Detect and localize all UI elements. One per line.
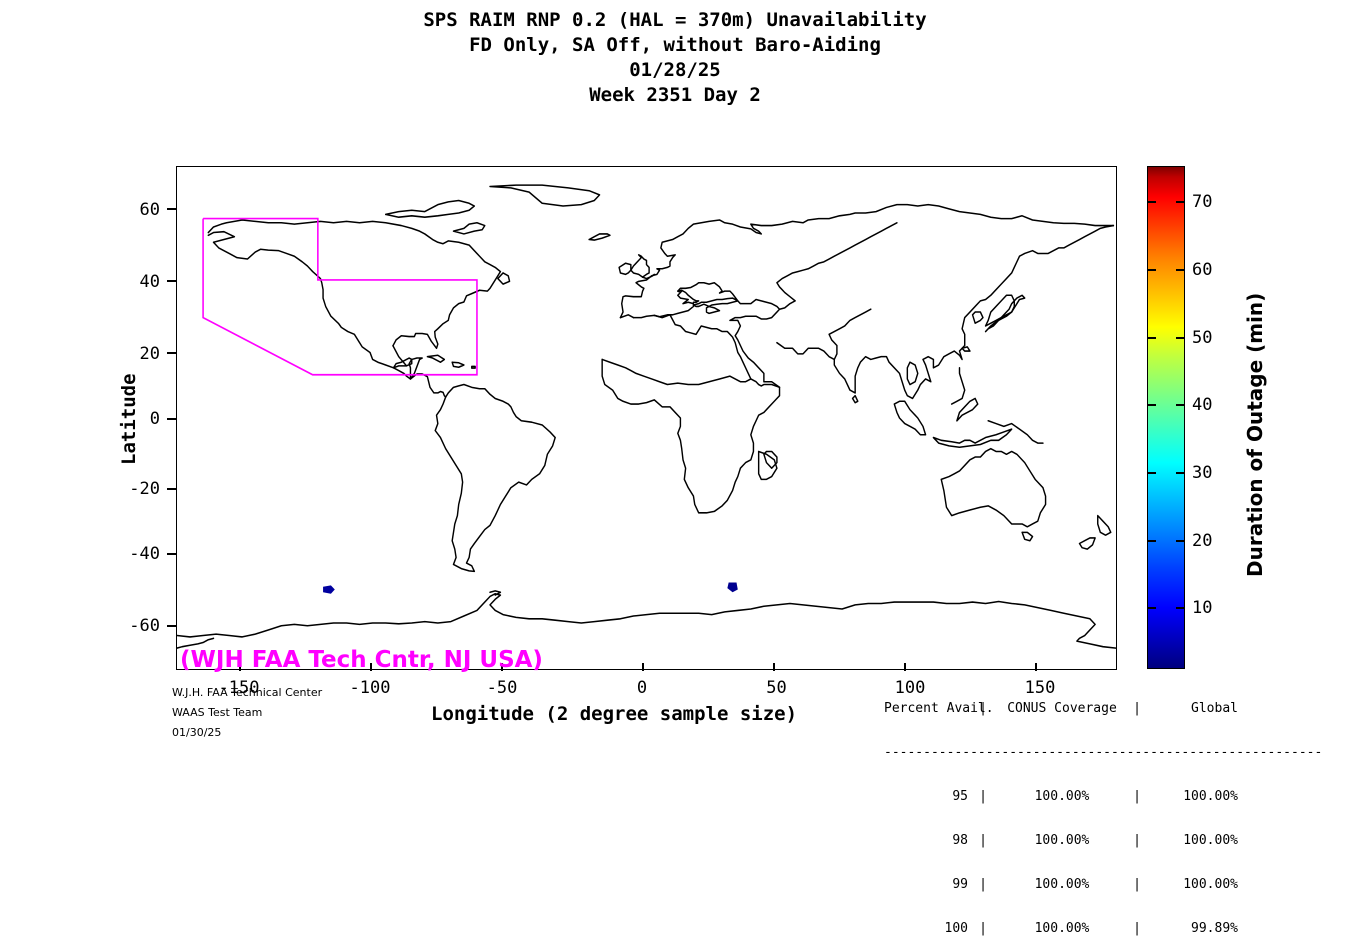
- y-tickmark: [167, 625, 177, 627]
- colorbar: [1147, 166, 1185, 669]
- table-row: 98 | 100.00% | 100.00%: [884, 833, 1322, 848]
- y-tick-label: -20: [129, 479, 160, 499]
- x-tick-label: 0: [636, 678, 648, 698]
- colorbar-tick-label: 60: [1192, 260, 1213, 280]
- outage-cells: [323, 582, 738, 594]
- x-tickmark: [773, 663, 775, 671]
- cell-global: 100.00%: [1183, 877, 1238, 892]
- colorbar-tickmark: [1176, 201, 1185, 203]
- cell-conus: 100.00%: [1034, 789, 1090, 804]
- y-tick-label: -60: [129, 616, 160, 636]
- cell-conus: 100.00%: [1034, 921, 1090, 936]
- cell-sep1: |: [979, 789, 987, 804]
- colorbar-tickmark: [1176, 404, 1185, 406]
- stats-table-header: Percent Avail.| CONUS Coverage | Global: [884, 701, 1322, 716]
- coverage-polygon: [202, 217, 478, 376]
- chart-title-block: SPS RAIM RNP 0.2 (HAL = 370m) Unavailabi…: [0, 8, 1350, 108]
- cell-global: 99.89%: [1191, 921, 1238, 936]
- title-line-3: 01/28/25: [629, 59, 721, 81]
- credits-block: W.J.H. FAA Technical Center WAAS Test Te…: [172, 683, 322, 743]
- cell-sep2: |: [1133, 921, 1141, 936]
- cell-sep2: |: [1133, 877, 1141, 892]
- x-tick-label: -100: [349, 678, 391, 698]
- cell-sep2: |: [1133, 833, 1141, 848]
- watermark-text: (WJH FAA Tech Cntr, NJ USA): [180, 647, 543, 673]
- coastlines: [177, 184, 1116, 649]
- table-row: 100 | 100.00% | 99.89%: [884, 921, 1322, 936]
- colorbar-tick-label: 20: [1192, 531, 1213, 551]
- colorbar-tickmark: [1176, 269, 1185, 271]
- stats-header-sep1: |: [979, 701, 987, 716]
- y-tickmark: [167, 352, 177, 354]
- y-tickmark: [167, 208, 177, 210]
- colorbar-tickmark: [1176, 337, 1185, 339]
- colorbar-tick-label: 30: [1192, 463, 1213, 483]
- colorbar-tick-label: 50: [1192, 328, 1213, 348]
- colorbar-tickmark: [1147, 540, 1156, 542]
- y-tick-label: 40: [139, 272, 160, 292]
- cell-sep1: |: [979, 877, 987, 892]
- cell-avail: 98: [952, 833, 968, 848]
- cell-global: 100.00%: [1183, 789, 1238, 804]
- cell-sep2: |: [1133, 789, 1141, 804]
- world-map: [177, 184, 1116, 649]
- colorbar-tickmark: [1147, 607, 1156, 609]
- colorbar-tick-label: 70: [1192, 192, 1213, 212]
- y-tick-label: 60: [139, 200, 160, 220]
- x-tickmark: [904, 663, 906, 671]
- cell-sep1: |: [979, 921, 987, 936]
- stats-header-avail: Percent Avail.: [884, 701, 994, 716]
- cell-avail: 100: [944, 921, 968, 936]
- stats-table: Percent Avail.| CONUS Coverage | Global ---…: [884, 681, 1322, 945]
- colorbar-tickmark: [1147, 201, 1156, 203]
- table-row: 95 | 100.00% | 100.00%: [884, 789, 1322, 804]
- x-tickmark: [239, 663, 241, 671]
- stats-header-global: Global: [1191, 701, 1238, 716]
- credits-line-1: W.J.H. FAA Technical Center: [172, 686, 323, 699]
- title-line-1: SPS RAIM RNP 0.2 (HAL = 370m) Unavailabi…: [423, 9, 927, 31]
- colorbar-tick-label: 10: [1192, 598, 1213, 618]
- colorbar-tick-label: 40: [1192, 395, 1213, 415]
- y-tick-label: 20: [139, 344, 160, 364]
- title-line-2: FD Only, SA Off, without Baro-Aiding: [469, 34, 881, 56]
- x-tick-label: 50: [766, 678, 787, 698]
- cell-conus: 100.00%: [1034, 877, 1090, 892]
- title-line-4: Week 2351 Day 2: [589, 84, 761, 106]
- credits-line-2: WAAS Test Team: [172, 706, 263, 719]
- x-tickmark: [1035, 663, 1037, 671]
- y-tick-label: 0: [149, 409, 160, 429]
- colorbar-tickmark: [1176, 540, 1185, 542]
- colorbar-tickmark: [1147, 337, 1156, 339]
- cell-avail: 99: [952, 877, 968, 892]
- x-tickmark: [370, 663, 372, 671]
- x-tickmark: [642, 663, 644, 671]
- colorbar-tickmark: [1147, 404, 1156, 406]
- y-tickmark: [167, 553, 177, 555]
- cell-sep1: |: [979, 833, 987, 848]
- cell-avail: 95: [952, 789, 968, 804]
- table-row: 99 | 100.00% | 100.00%: [884, 877, 1322, 892]
- x-axis-title: Longitude (2 degree sample size): [431, 703, 798, 725]
- stats-header-conus: CONUS Coverage: [1007, 701, 1117, 716]
- colorbar-tickmark: [1176, 607, 1185, 609]
- credits-line-3: 01/30/25: [172, 726, 222, 739]
- colorbar-tickmark: [1176, 472, 1185, 474]
- stats-table-rule: ----------------------------------------…: [884, 745, 1323, 760]
- x-tick-label: 100: [894, 678, 926, 698]
- colorbar-tickmark: [1147, 472, 1156, 474]
- y-tickmark: [167, 280, 177, 282]
- y-tick-label: -40: [129, 544, 160, 564]
- y-tickmark: [167, 418, 177, 420]
- x-tick-label: -50: [486, 678, 518, 698]
- cell-conus: 100.00%: [1034, 833, 1090, 848]
- x-tickmark: [501, 663, 503, 671]
- x-tick-label: 150: [1024, 678, 1056, 698]
- cell-global: 100.00%: [1183, 833, 1238, 848]
- y-tickmark: [167, 488, 177, 490]
- stats-header-sep2: |: [1133, 701, 1141, 716]
- map-plot-area: [176, 166, 1117, 670]
- x-tick-label: -150: [218, 678, 260, 698]
- colorbar-title: Duration of Outage (min): [1243, 292, 1267, 577]
- colorbar-tickmark: [1147, 269, 1156, 271]
